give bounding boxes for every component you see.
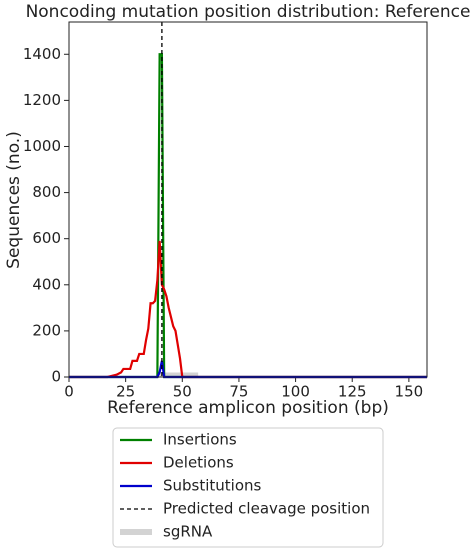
x-tick-label: 25 bbox=[116, 383, 135, 401]
y-tick-label: 400 bbox=[32, 275, 61, 293]
legend-box bbox=[112, 427, 384, 548]
legend-label: Substitutions bbox=[163, 477, 262, 495]
y-tick-label: 1000 bbox=[23, 137, 61, 155]
y-tick-label: 1400 bbox=[23, 45, 61, 63]
x-tick-label: 50 bbox=[173, 383, 192, 401]
y-tick-label: 600 bbox=[32, 229, 61, 247]
x-tick-label: 150 bbox=[395, 383, 424, 401]
y-tick-label: 1200 bbox=[23, 91, 61, 109]
x-tick-label: 100 bbox=[281, 383, 310, 401]
y-axis-label: Sequences (no.) bbox=[4, 131, 24, 269]
plot-frame bbox=[68, 21, 428, 378]
x-tick-label: 0 bbox=[64, 383, 74, 401]
legend-label: Insertions bbox=[163, 431, 237, 449]
y-tick-label: 0 bbox=[51, 368, 61, 386]
y-tick-label: 200 bbox=[32, 321, 61, 339]
x-tick-label: 75 bbox=[229, 383, 248, 401]
legend-label: Deletions bbox=[163, 454, 234, 472]
legend-label: Predicted cleavage position bbox=[163, 500, 370, 518]
chart-title: Noncoding mutation position distribution… bbox=[26, 2, 471, 22]
series-line bbox=[69, 240, 427, 379]
x-tick-label: 125 bbox=[338, 383, 367, 401]
series-line bbox=[69, 53, 427, 379]
legend-label: sgRNA bbox=[163, 523, 213, 541]
y-tick-label: 800 bbox=[32, 183, 61, 201]
x-axis-label: Reference amplicon position (bp) bbox=[107, 398, 389, 418]
